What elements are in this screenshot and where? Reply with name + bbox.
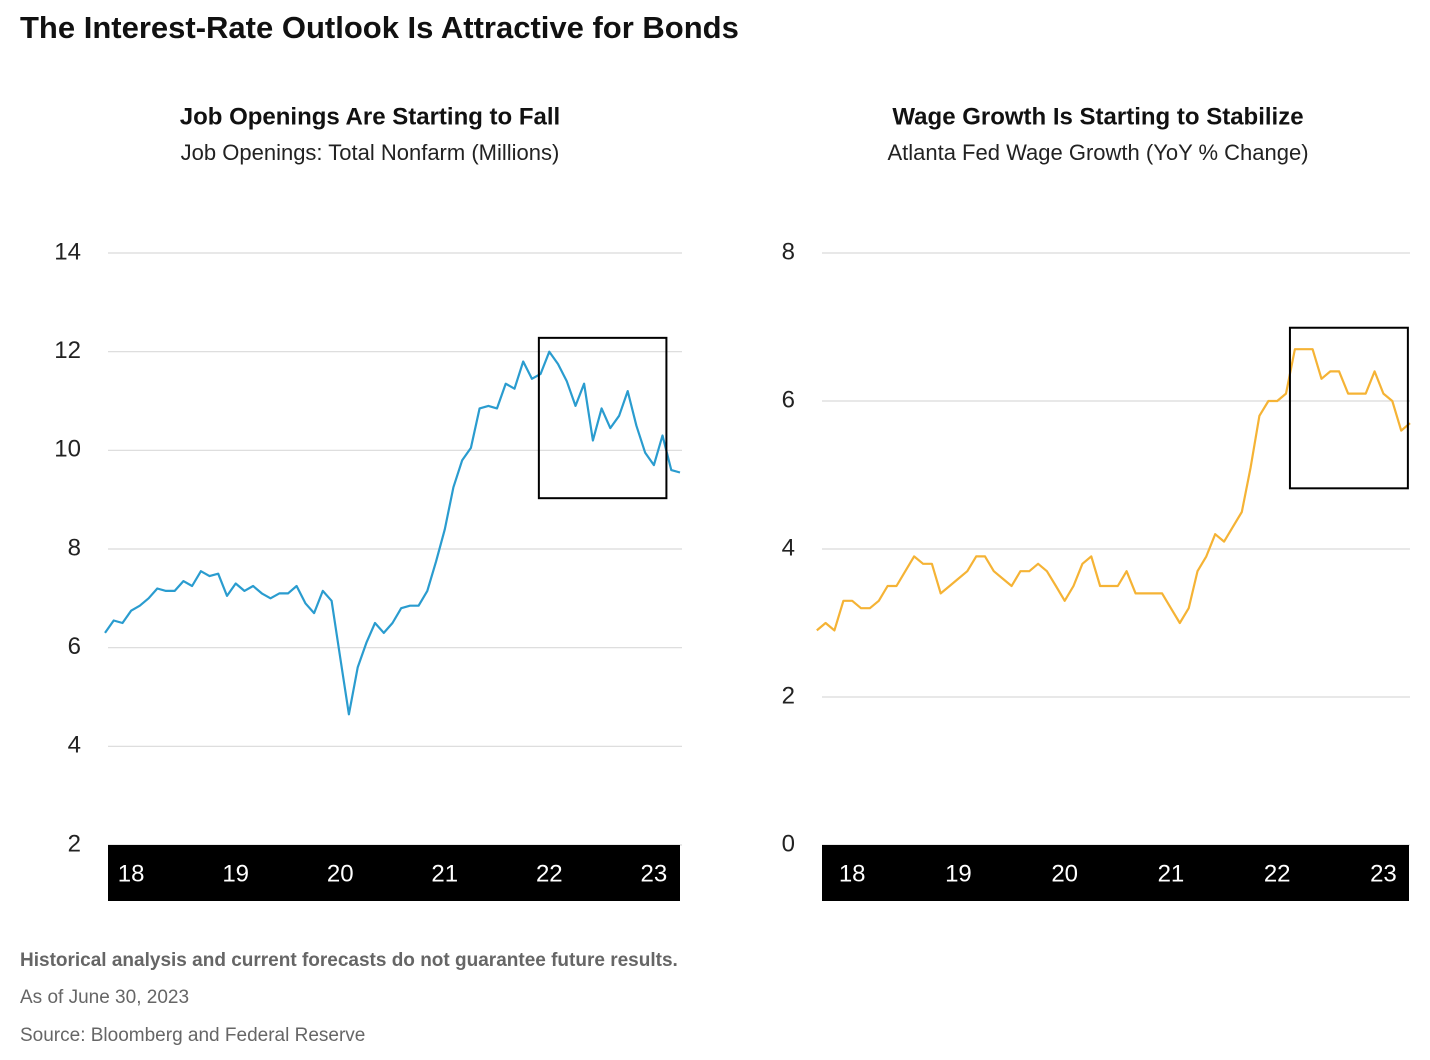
y-tick-label: 14 <box>54 238 81 265</box>
data-line <box>104 350 681 716</box>
chart-title: Job Openings Are Starting to Fall <box>180 103 560 130</box>
x-tick-label: 20 <box>327 860 354 887</box>
source-note: Source: Bloomberg and Federal Reserve <box>20 1025 365 1046</box>
y-tick-label: 0 <box>782 830 795 857</box>
data-line <box>816 348 1411 632</box>
y-tick-label: 8 <box>782 238 795 265</box>
y-tick-label: 10 <box>54 436 81 463</box>
y-tick-label: 2 <box>68 830 81 857</box>
x-tick-label: 23 <box>1370 860 1397 887</box>
y-tick-label: 6 <box>68 633 81 660</box>
y-tick-label: 6 <box>782 386 795 413</box>
x-tick-label: 19 <box>222 860 249 887</box>
x-tick-label: 23 <box>641 860 668 887</box>
x-tick-label: 22 <box>1264 860 1291 887</box>
x-axis-band <box>822 845 1409 901</box>
x-tick-label: 19 <box>945 860 972 887</box>
chart-title: Wage Growth Is Starting to Stabilize <box>892 103 1303 130</box>
x-tick-label: 18 <box>839 860 866 887</box>
y-tick-label: 4 <box>68 732 81 759</box>
chart-subtitle: Atlanta Fed Wage Growth (YoY % Change) <box>887 140 1308 165</box>
y-tick-label: 12 <box>54 337 81 364</box>
highlight-box <box>1288 326 1409 490</box>
date-note: As of June 30, 2023 <box>20 987 189 1008</box>
y-tick-label: 4 <box>782 534 795 561</box>
y-tick-label: 8 <box>68 534 81 561</box>
x-tick-label: 22 <box>536 860 563 887</box>
x-tick-label: 21 <box>431 860 458 887</box>
x-tick-label: 18 <box>118 860 145 887</box>
x-tick-label: 21 <box>1158 860 1185 887</box>
chart-subtitle: Job Openings: Total Nonfarm (Millions) <box>181 140 560 165</box>
x-tick-label: 20 <box>1051 860 1078 887</box>
disclaimer: Historical analysis and current forecast… <box>20 950 678 971</box>
x-axis-band <box>108 845 680 901</box>
y-tick-label: 2 <box>782 682 795 709</box>
page-title: The Interest-Rate Outlook Is Attractive … <box>20 10 739 45</box>
highlight-box <box>537 336 668 500</box>
